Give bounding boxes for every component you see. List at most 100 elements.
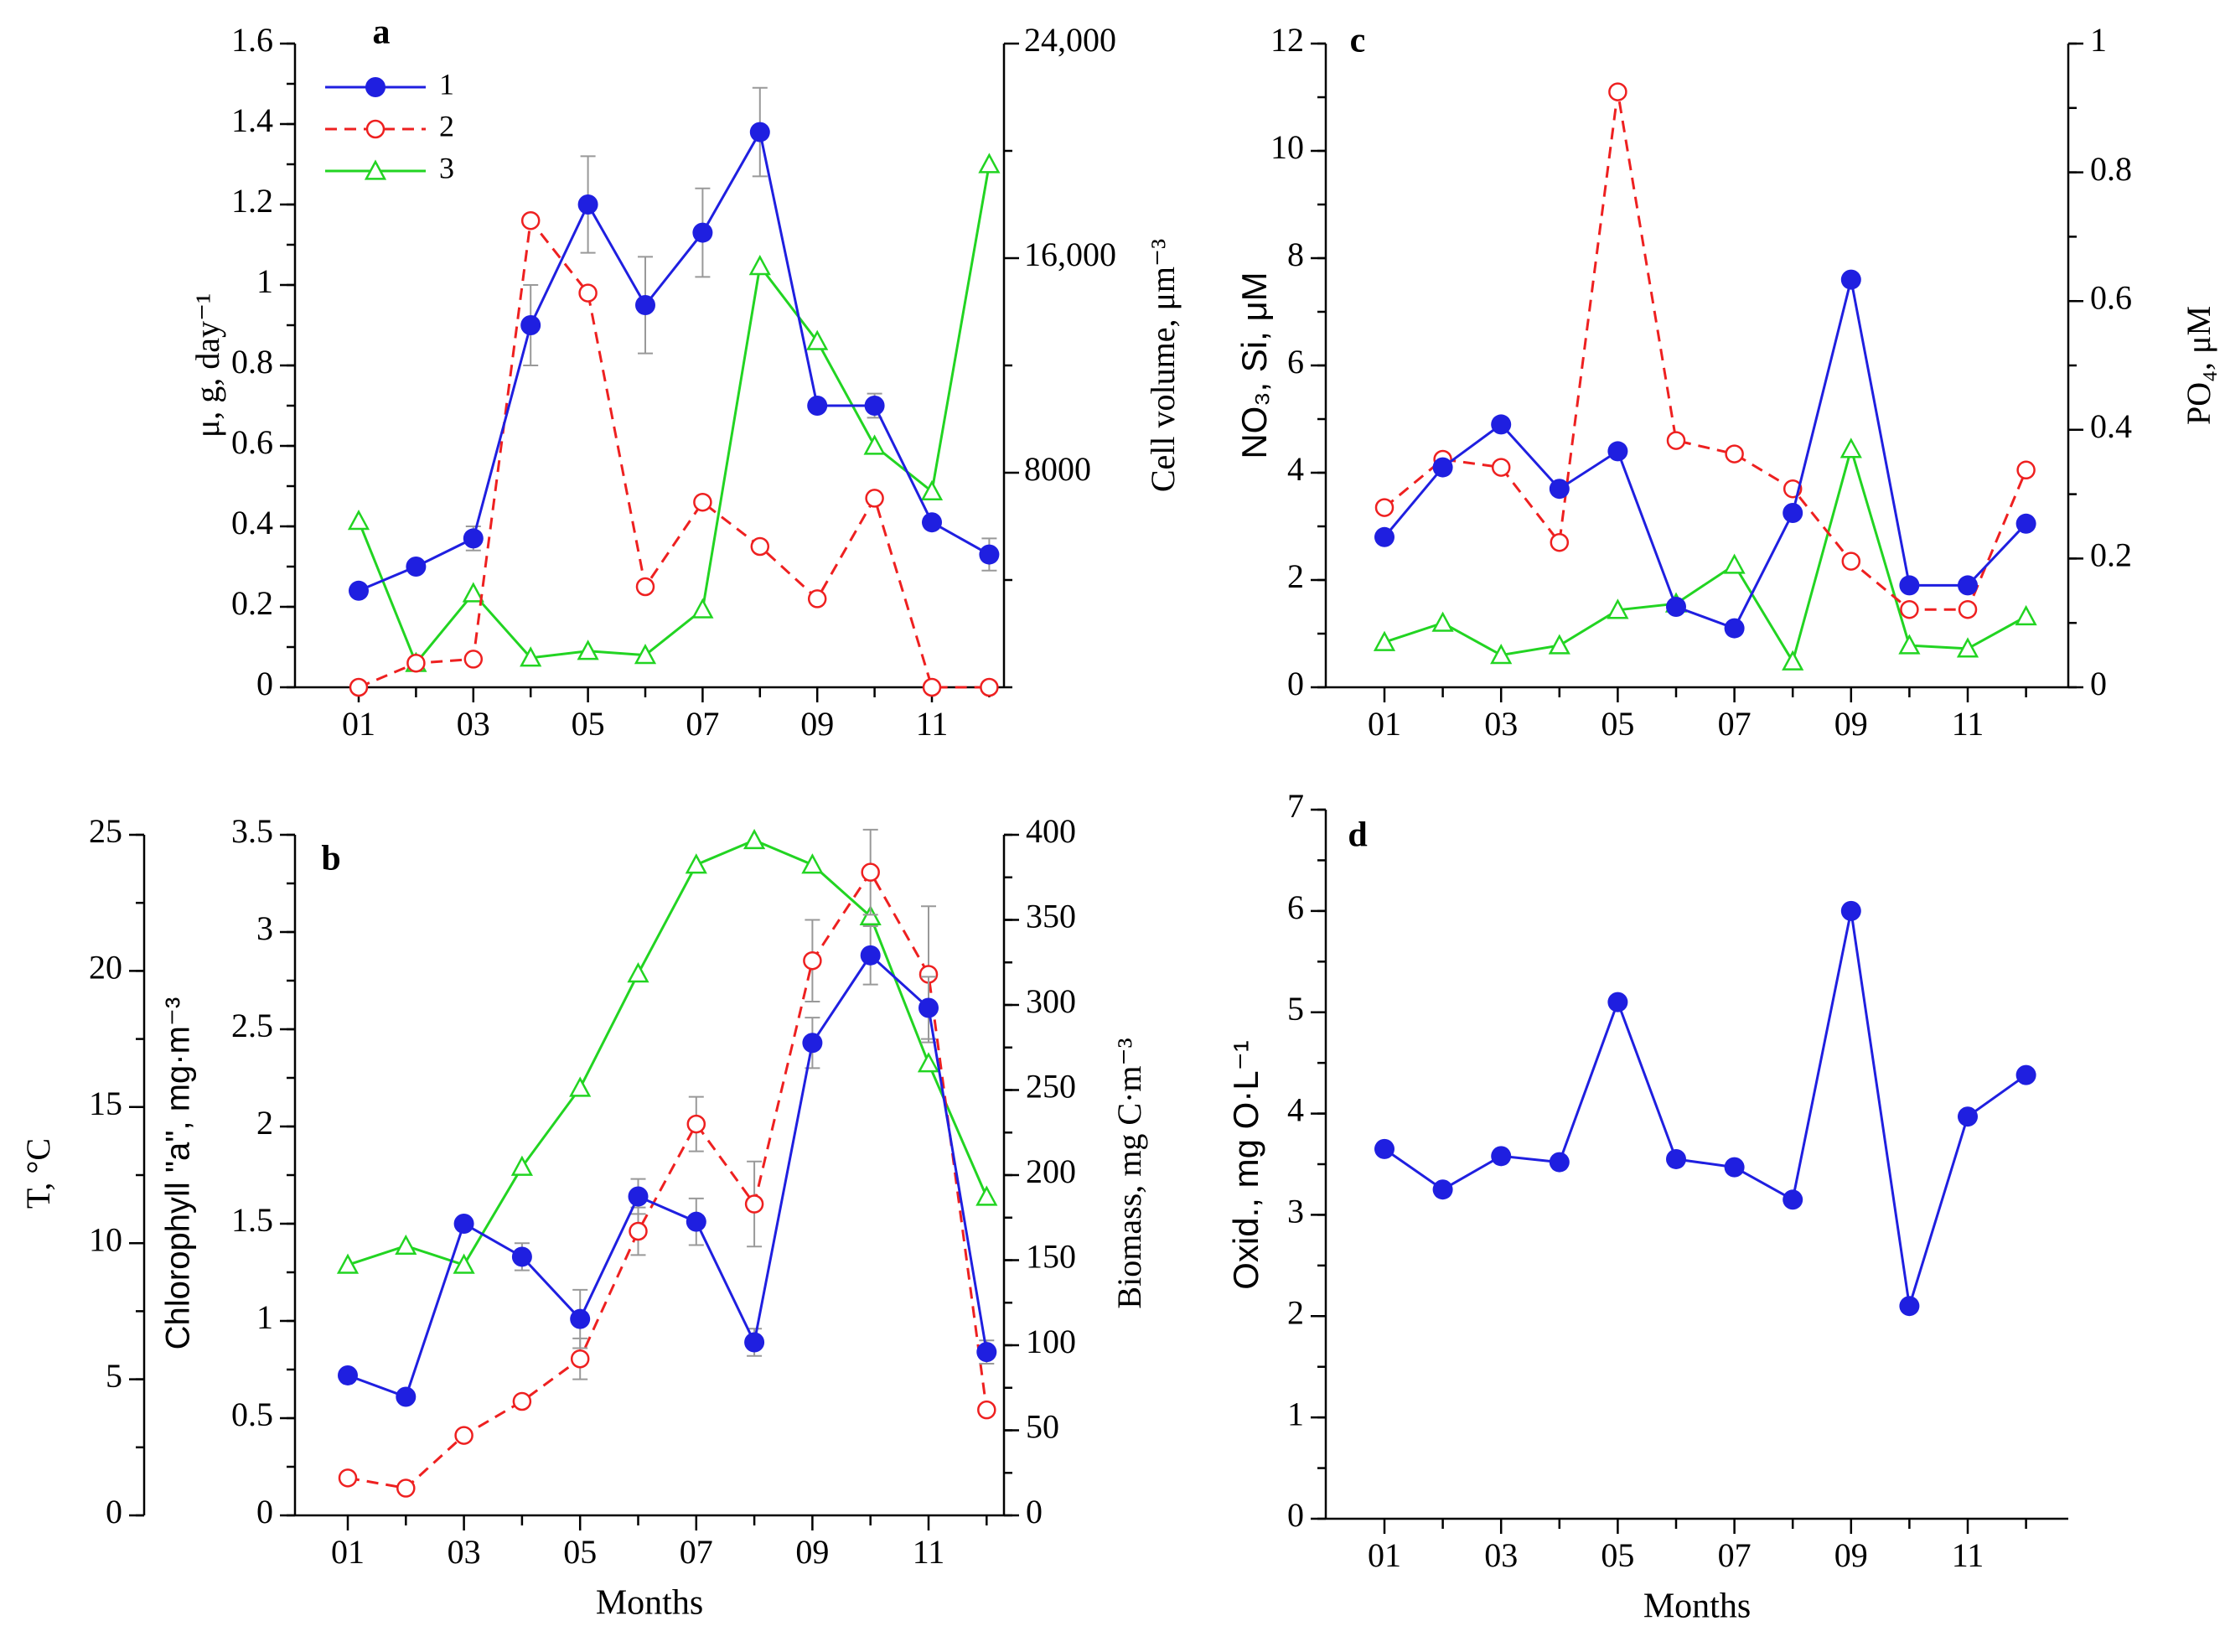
panel-a-x-tick-label: 01 xyxy=(342,705,375,743)
panel-c: 01 03 05 07 09 11 0 2 4 6 8 10 12 0 0.2 0.4 0.6 0.8 1 NO₃, … xyxy=(1234,21,2217,743)
panel-a-series-1-point xyxy=(864,396,885,416)
panel-c-series-2-point xyxy=(1725,444,1744,463)
panel-c-series-1-point xyxy=(1666,597,1686,617)
panel-d-series-1-point xyxy=(1958,1106,1978,1127)
panel-b-outer-y-tick-label: 5 xyxy=(106,1357,122,1395)
panel-d-x-tick-label: 03 xyxy=(1484,1536,1518,1574)
panel-d-letter: d xyxy=(1348,816,1367,855)
panel-c-series-2-point xyxy=(1608,82,1627,101)
panel-b-left-y-tick-label: 1.5 xyxy=(231,1201,273,1239)
panel-c-series-2-point xyxy=(1666,431,1686,450)
panel-b-outer-y-tick-label: 15 xyxy=(89,1085,122,1122)
panel-c-series-3-point xyxy=(1782,650,1804,671)
panel-d-x-tick-label: 09 xyxy=(1834,1536,1868,1574)
panel-b-x-tick-label: 01 xyxy=(331,1533,365,1571)
panel-b-series-3-point xyxy=(453,1253,475,1274)
panel-a-series-1-point xyxy=(349,580,369,601)
panel-a-series-2-point xyxy=(349,677,369,697)
panel-a-left-y-tick-label: 0.6 xyxy=(231,423,273,461)
panel-a-left-y-tick-label: 1.2 xyxy=(231,182,273,220)
panel-d-series-1-point xyxy=(1840,900,1861,921)
panel-b: 01 03 05 07 09 11Months051015202500.511.522.5… xyxy=(19,812,1148,1622)
panel-a-series-3-point xyxy=(577,640,599,660)
panel-b-series-2-point xyxy=(570,1349,590,1369)
panel-c-series-1-point xyxy=(2015,513,2036,534)
panel-a-left-y-tick-label: 1.6 xyxy=(231,21,273,59)
panel-d-left-y-tick-label: 2 xyxy=(1287,1293,1304,1331)
panel-a-series-3-point xyxy=(920,479,944,500)
panel-c-series-1-point xyxy=(1549,479,1570,500)
panel-d-series-1-point xyxy=(1432,1179,1453,1200)
panel-c-series-1-line xyxy=(1383,279,2027,630)
panel-a-series-1-line xyxy=(358,128,991,593)
panel-b-series-3-point xyxy=(975,1185,998,1206)
panel-a-x-tick-label: 11 xyxy=(916,705,949,743)
panel-b-series-1-line xyxy=(347,953,988,1399)
panel-a-right-y-tick-label: 24,000 xyxy=(1024,21,1116,59)
panel-d-series-1-point xyxy=(1724,1157,1745,1178)
panel-d-x-tick-label: 07 xyxy=(1718,1536,1752,1574)
panel-b-series-3-point xyxy=(685,853,707,874)
panel-a-series-2-point xyxy=(693,492,712,512)
panel-b-series-3-point xyxy=(395,1234,417,1256)
panel-b-left-y-tick-label: 3.5 xyxy=(231,812,273,850)
panel-c-series-1-point xyxy=(1491,414,1512,435)
panel-b-series-2-point xyxy=(861,862,880,882)
panel-c-series-3-point xyxy=(1373,630,1396,651)
panel-b-right-y-tick-label: 350 xyxy=(1026,898,1076,935)
panel-c-x-tick-label: 09 xyxy=(1834,705,1868,743)
panel-b-series-2-point xyxy=(338,1468,358,1488)
panel-c-x-tick-label: 01 xyxy=(1368,705,1401,743)
panel-b-right-y-label: Biomass, mg C·m⁻³ xyxy=(1110,1038,1148,1308)
panel-b-series-1-point xyxy=(686,1211,706,1232)
panel-c-series-3-point xyxy=(1840,438,1862,458)
panel-a-right-y-label: Cell volume, μm⁻³ xyxy=(1144,239,1182,492)
panel-c-x-tick-label: 07 xyxy=(1718,705,1752,743)
panel-b-series-1-point xyxy=(511,1246,532,1267)
panel-c-series-1-point xyxy=(1374,526,1395,547)
panel-c-series-1-point xyxy=(1840,269,1861,290)
panel-d-left-y-tick-label: 1 xyxy=(1287,1395,1304,1432)
panel-a-series-3-point xyxy=(462,582,484,603)
panel-a-left-y-tick-label: 1 xyxy=(256,262,273,300)
panel-a-series-3-point xyxy=(806,329,829,350)
panel-b-x-tick-label: 09 xyxy=(795,1533,829,1571)
panel-b-series-1-point xyxy=(860,945,881,966)
panel-a-x-tick-label: 05 xyxy=(572,705,605,743)
panel-c-left-y-tick-label: 8 xyxy=(1287,236,1304,273)
panel-c-series-3-point xyxy=(1431,611,1454,632)
panel-b-series-3-point xyxy=(510,1155,533,1176)
panel-a-series-2-point xyxy=(980,677,999,697)
panel-a-left-y-tick-label: 0 xyxy=(256,665,273,702)
panel-b-right-y-tick-label: 200 xyxy=(1026,1152,1076,1190)
panel-d-x-tick-label: 01 xyxy=(1368,1536,1401,1574)
legend-marker-2 xyxy=(365,119,385,139)
panel-b-x-tick-label: 03 xyxy=(448,1533,481,1571)
panel-c-series-1-point xyxy=(1724,618,1745,639)
panel-c-series-3-point xyxy=(1607,598,1629,619)
panel-c-series-2-point xyxy=(1491,458,1511,477)
panel-b-series-2-point xyxy=(454,1426,473,1445)
panel-c-left-y-tick-label: 12 xyxy=(1270,21,1304,59)
panel-b-left-y-tick-label: 2 xyxy=(256,1104,273,1142)
panel-b-series-2-point xyxy=(629,1221,648,1241)
panel-b-outer-y-label: T, °C xyxy=(19,1138,57,1209)
panel-b-series-3-point xyxy=(917,1052,940,1073)
panel-b-series-2-point xyxy=(396,1479,416,1498)
panel-c-left-y-tick-label: 2 xyxy=(1287,557,1304,595)
panel-c-letter: c xyxy=(1350,22,1366,60)
panel-b-series-2-point xyxy=(686,1114,706,1134)
panel-b-x-axis-label: Months xyxy=(596,1584,703,1623)
panel-c-right-y-tick-label: 0.6 xyxy=(2090,278,2132,316)
panel-d-left-y-tick-label: 7 xyxy=(1287,787,1304,825)
panel-b-series-2-point xyxy=(803,950,822,971)
panel-b-series-1-point xyxy=(628,1186,649,1207)
panel-a-legend: 1 2 3 xyxy=(325,67,454,184)
panel-a-x-tick-label: 09 xyxy=(800,705,834,743)
panel-c-left-y-tick-label: 6 xyxy=(1287,343,1304,381)
legend-marker-3 xyxy=(364,159,387,180)
panel-a-right-y-tick-label: 16,000 xyxy=(1024,236,1116,273)
panel-b-left-y-tick-label: 2.5 xyxy=(231,1007,273,1044)
panel-c-series-3-point xyxy=(1490,643,1513,665)
